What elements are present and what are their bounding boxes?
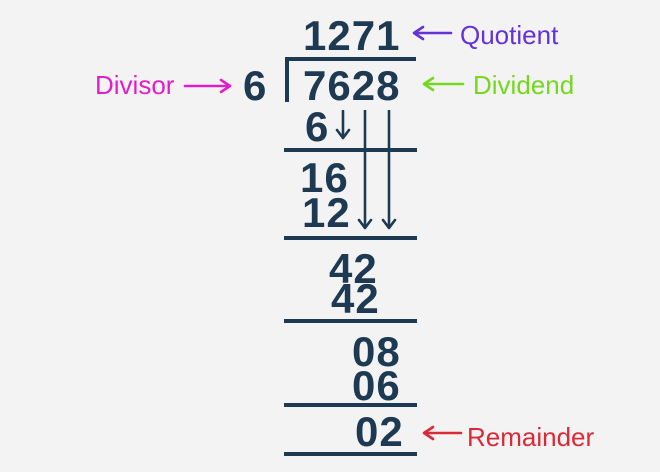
- work-row-08: 08: [352, 328, 401, 375]
- subtraction-line-4: [284, 403, 417, 407]
- work-row-subtract-12: 12: [302, 189, 351, 236]
- work-row-42: 42: [329, 245, 378, 292]
- quotient-label: Quotient: [460, 20, 559, 50]
- divisor-label: Divisor: [95, 70, 175, 100]
- divisor-value: 6: [243, 62, 268, 109]
- subtraction-line-1: [284, 148, 417, 152]
- dividend-arrow-icon: [420, 76, 466, 92]
- divisor-arrow-icon: [182, 78, 234, 94]
- dividend-label: Dividend: [473, 70, 575, 100]
- subtraction-line-5: [284, 452, 417, 456]
- work-row-subtract-6: 6: [305, 103, 330, 150]
- remainder-arrow-icon: [420, 425, 464, 441]
- quotient-arrow-icon: [410, 25, 454, 41]
- dividend-value: 7628: [303, 62, 401, 109]
- division-bracket-vertical-line: [285, 57, 289, 102]
- quotient-value: 1271: [303, 12, 401, 59]
- subtraction-line-3: [284, 319, 417, 323]
- division-bracket-top-line: [285, 57, 416, 61]
- work-row-16: 16: [300, 154, 349, 201]
- work-row-subtract-42: 42: [331, 275, 380, 322]
- bring-down-arrow-right: [381, 110, 397, 232]
- work-row-subtract-06: 06: [352, 362, 401, 409]
- remainder-value: 02: [355, 408, 404, 455]
- remainder-label: Remainder: [467, 422, 595, 452]
- subtraction-line-2: [284, 236, 417, 240]
- bring-down-arrow-left: [357, 110, 373, 232]
- bring-down-arrow-short: [335, 110, 351, 142]
